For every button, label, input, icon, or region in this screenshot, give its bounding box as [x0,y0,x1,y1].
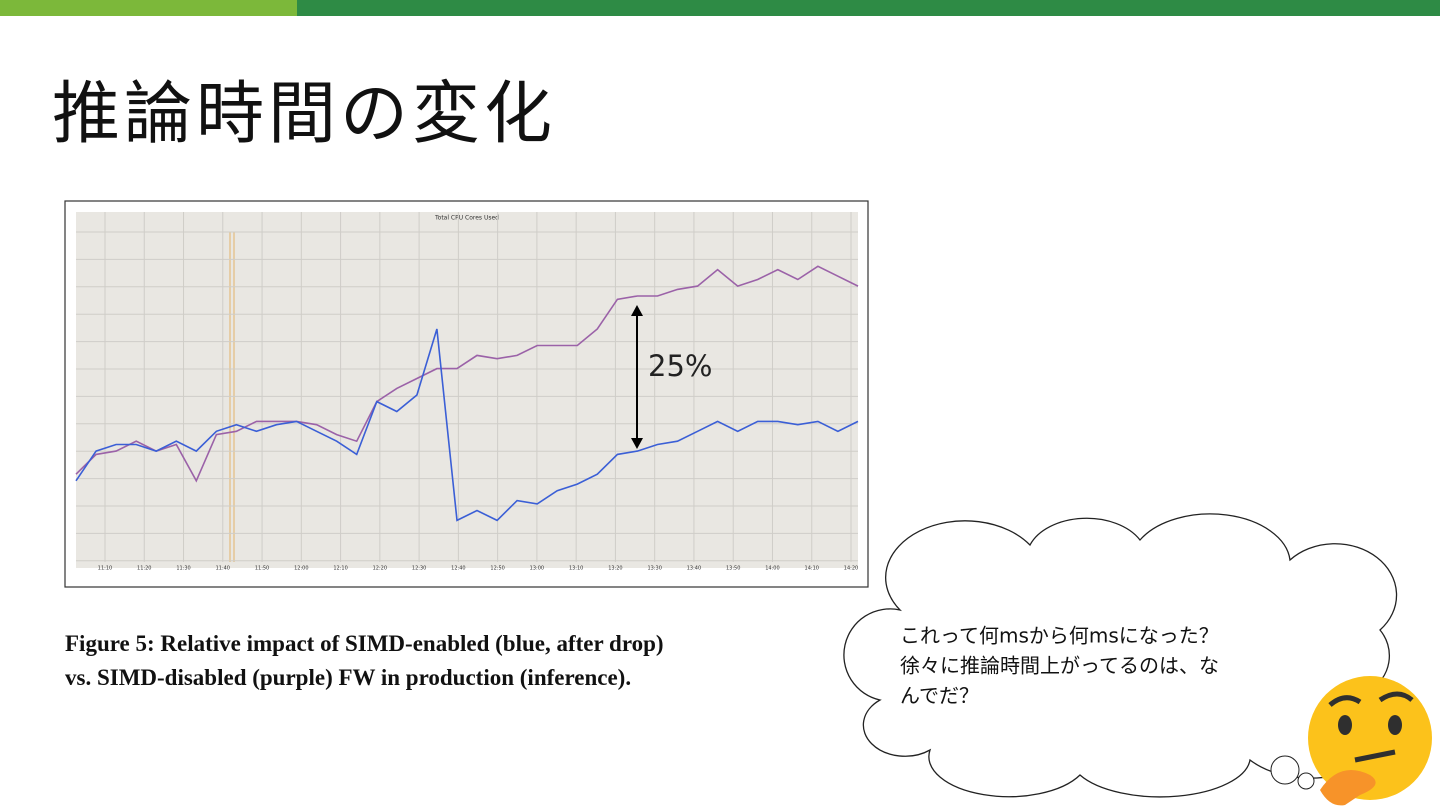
series-line [75,265,859,483]
x-tick-label: 12:50 [490,566,504,572]
cloud-dot [1270,755,1300,785]
figure-caption: Figure 5: Relative impact of SIMD-enable… [65,627,664,695]
series-line [75,328,859,522]
top-bar [297,0,1440,16]
x-tick-label: 12:40 [451,566,465,572]
x-tick-label: 12:30 [412,566,426,572]
caption-line: Figure 5: Relative impact of SIMD-enable… [65,631,664,656]
emoji-face [1308,676,1432,800]
x-tick-label: 14:00 [765,566,779,572]
x-tick-label: 13:40 [687,566,701,572]
x-tick-label: 11:30 [176,566,190,572]
x-tick-label: 11:10 [98,566,112,572]
cloud-dot [1297,772,1315,790]
x-tick-label: 13:00 [530,566,544,572]
x-tick-label: 14:20 [844,566,858,572]
bubble-text: んでだ？ [900,684,979,708]
x-tick-label: 14:10 [805,566,819,572]
emoji-brow [1328,691,1414,707]
emoji-hand [1320,770,1376,806]
x-tick-label: 13:10 [569,566,583,572]
plot-area [76,212,858,568]
x-tick-label: 12:00 [294,566,308,572]
x-tick-label: 13:50 [726,566,740,572]
slide-title: 推論時間の変化 [52,75,557,154]
x-tick-label: 11:20 [137,566,151,572]
x-tick-label: 11:40 [216,566,230,572]
x-tick-label: 12:10 [333,566,347,572]
chart-title: Total CPU Cores Used [434,215,499,222]
emoji-mouth [1354,749,1396,763]
plot-layer: 11:10 11:20 11:30 11:40 11:50 12:00 12:10 12:20… [75,212,859,572]
emoji-eye [1388,715,1402,735]
x-tick-label: 11:50 [255,566,269,572]
caption-line: vs. SIMD-disabled (purple) FW in product… [65,665,632,690]
top-bar [0,0,297,16]
bubble-text: 徐々に推論時間上がってるのは、な [900,654,1219,678]
x-tick-label: 12:20 [373,566,387,572]
bubble-text: これって何msから何msになった？ [900,624,1219,648]
annotation: 25% [648,349,712,383]
thinking-emoji [1308,676,1432,806]
x-tick-label: 13:20 [608,566,622,572]
emoji-eye [1338,715,1352,735]
x-tick-label: 13:30 [647,566,661,572]
speech-cloud [843,513,1398,798]
